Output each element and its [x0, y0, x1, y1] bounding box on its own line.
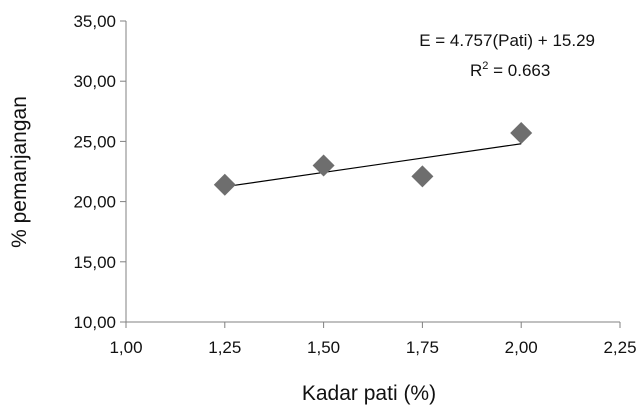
- y-ticks: 10,00 15,00 20,00 25,00 30,00 35,00: [73, 12, 126, 332]
- data-points: [213, 121, 533, 196]
- x-tick-label: 2,00: [505, 338, 538, 357]
- y-tick-label: 20,00: [73, 193, 116, 212]
- trendline-equation: E = 4.757(Pati) + 15.29: [419, 31, 595, 50]
- y-axis-title: % pemanjangan: [8, 96, 31, 248]
- y-tick-label: 25,00: [73, 132, 116, 151]
- x-axis-title: Kadar pati (%): [302, 382, 436, 405]
- y-tick-label: 10,00: [73, 313, 116, 332]
- x-tick-label: 2,25: [603, 338, 636, 357]
- trendline: [224, 143, 522, 188]
- y-tick-label: 35,00: [73, 12, 116, 31]
- x-tick-label: 1,50: [307, 338, 340, 357]
- x-tick-label: 1,00: [109, 338, 142, 357]
- x-ticks: 1,00 1,25 1,50 1,75 2,00 2,25: [109, 322, 637, 357]
- data-point: [411, 165, 434, 188]
- r-squared-label: R2 = 0.663: [470, 60, 550, 80]
- y-tick-label: 30,00: [73, 72, 116, 91]
- x-tick-label: 1,25: [208, 338, 241, 357]
- data-point: [312, 154, 335, 177]
- data-point: [510, 121, 533, 144]
- data-point: [213, 173, 236, 196]
- axes: [125, 21, 620, 323]
- y-tick-label: 15,00: [73, 253, 116, 272]
- x-tick-label: 1,75: [406, 338, 439, 357]
